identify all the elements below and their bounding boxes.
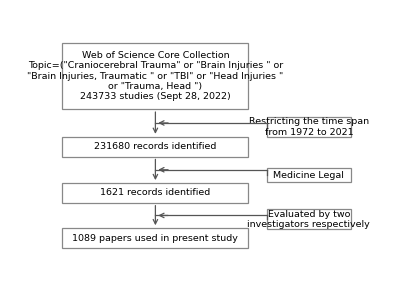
Text: 1089 papers used in present study: 1089 papers used in present study bbox=[72, 234, 238, 243]
Text: Web of Science Core Collection
Topic=("Craniocerebral Trauma" or "Brain Injuries: Web of Science Core Collection Topic=("C… bbox=[27, 51, 284, 102]
FancyBboxPatch shape bbox=[267, 168, 351, 182]
FancyBboxPatch shape bbox=[62, 183, 248, 203]
FancyBboxPatch shape bbox=[62, 137, 248, 156]
Text: Medicine Legal: Medicine Legal bbox=[274, 171, 344, 180]
FancyBboxPatch shape bbox=[62, 228, 248, 248]
Text: Evaluated by two
investigators respectively: Evaluated by two investigators respectiv… bbox=[248, 210, 370, 229]
Text: 231680 records identified: 231680 records identified bbox=[94, 142, 216, 151]
FancyBboxPatch shape bbox=[267, 209, 351, 229]
Text: Restricting the time span
from 1972 to 2021: Restricting the time span from 1972 to 2… bbox=[249, 117, 369, 136]
Text: 1621 records identified: 1621 records identified bbox=[100, 188, 210, 197]
FancyBboxPatch shape bbox=[267, 117, 351, 137]
FancyBboxPatch shape bbox=[62, 43, 248, 109]
